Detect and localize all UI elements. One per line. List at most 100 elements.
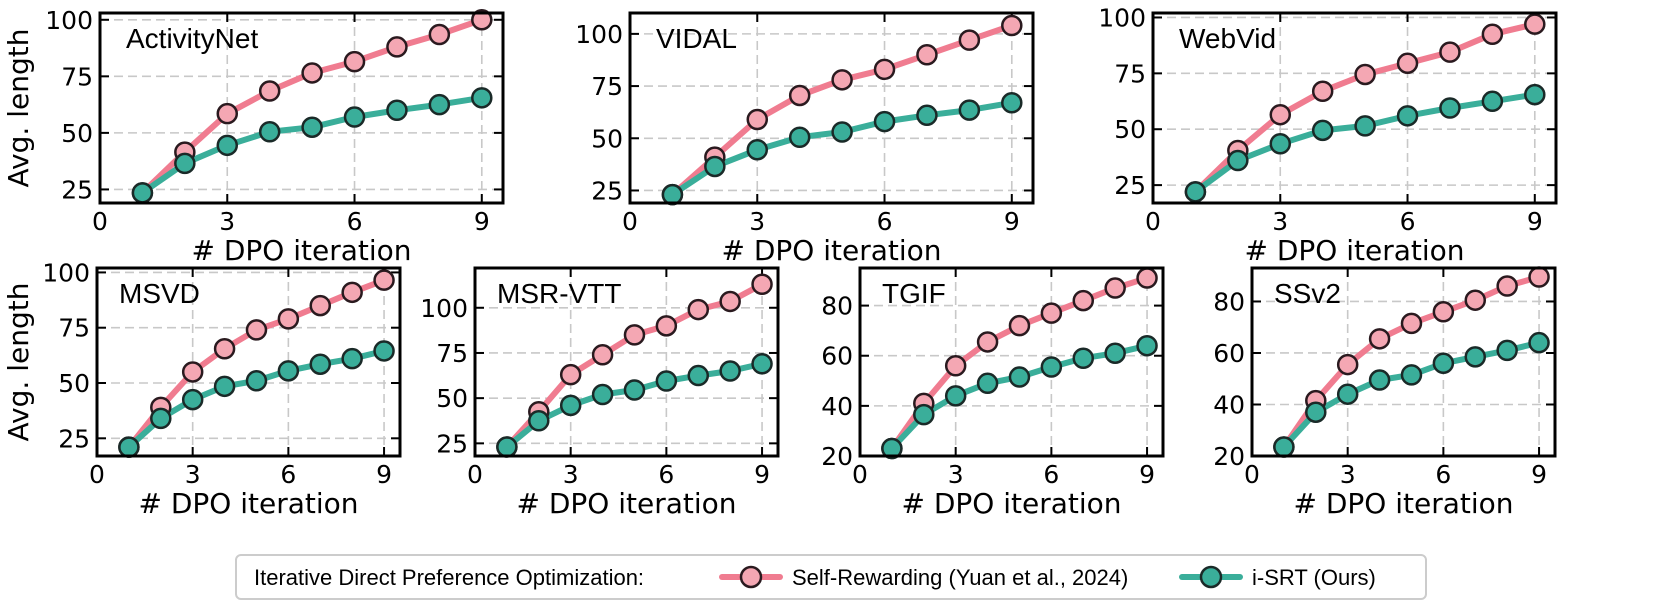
- panel-title: TGIF: [882, 278, 946, 309]
- data-point-self-rewarding: [213, 337, 236, 360]
- data-point-self-rewarding: [1368, 328, 1391, 350]
- panel-title: MSVD: [119, 278, 200, 309]
- data-point-isrt: [788, 126, 811, 148]
- panel-activitynet: 0 3 6 9 25 50 75 100 ActivityNet # DPO iteration A…: [2, 6, 505, 267]
- data-point-isrt: [1396, 105, 1419, 127]
- data-point-self-rewarding: [428, 23, 451, 46]
- data-point-self-rewarding: [309, 294, 332, 317]
- x-tick-label: 6: [658, 460, 674, 489]
- data-point-isrt: [1336, 383, 1359, 405]
- data-point-self-rewarding: [788, 84, 811, 107]
- data-point-isrt: [976, 372, 999, 395]
- data-point-isrt: [213, 375, 236, 398]
- data-point-isrt: [174, 152, 196, 175]
- data-point-self-rewarding: [1439, 41, 1461, 63]
- x-tick-label: 0: [852, 460, 868, 489]
- data-point-isrt: [1496, 339, 1518, 362]
- data-point-self-rewarding: [1481, 23, 1504, 45]
- data-point-self-rewarding: [258, 80, 281, 102]
- legend-prefix: Iterative Direct Preference Optimization…: [254, 565, 644, 590]
- x-tick-label: 6: [877, 207, 893, 236]
- data-point-isrt: [591, 383, 614, 406]
- y-tick-label: 40: [821, 392, 853, 421]
- x-tick-label: 3: [563, 460, 579, 489]
- panel-msvd: 0 3 6 9 25 50 75 100 MSVD # DPO iteration Avg. len…: [2, 258, 402, 520]
- plot-frame: [858, 266, 1165, 458]
- legend-label-self-rewarding: Self-Rewarding (Yuan et al., 2024): [792, 565, 1128, 590]
- panel-title: MSR-VTT: [497, 278, 621, 309]
- y-tick-label: 50: [436, 384, 468, 413]
- x-tick-label: 0: [622, 207, 638, 236]
- data-point-isrt: [751, 353, 773, 375]
- data-point-self-rewarding: [873, 58, 896, 81]
- data-point-self-rewarding: [301, 62, 323, 84]
- legend-marker-isrt: [1199, 565, 1223, 589]
- y-tick-label: 100: [45, 6, 93, 35]
- x-axis-label: # DPO iteration: [1244, 234, 1464, 267]
- data-point-self-rewarding: [958, 29, 981, 51]
- x-tick-label: 0: [1244, 460, 1260, 489]
- data-point-isrt: [623, 379, 646, 401]
- y-tick-label: 75: [61, 62, 93, 91]
- data-point-isrt: [343, 106, 366, 128]
- legend-frame: [235, 554, 1427, 600]
- y-tick-label: 25: [61, 175, 93, 204]
- panel-title: ActivityNet: [126, 23, 258, 54]
- data-point-self-rewarding: [1464, 289, 1487, 311]
- data-point-self-rewarding: [751, 273, 773, 296]
- y-tick-label: 75: [58, 314, 90, 343]
- data-point-isrt: [118, 436, 140, 458]
- data-point-isrt: [1311, 119, 1334, 142]
- data-point-isrt: [1524, 83, 1546, 106]
- data-point-self-rewarding: [1311, 80, 1334, 102]
- data-point-self-rewarding: [1528, 266, 1550, 288]
- data-point-isrt: [1104, 342, 1126, 364]
- data-point-self-rewarding: [1396, 52, 1419, 75]
- data-point-self-rewarding: [623, 324, 646, 346]
- y-tick-label: 25: [436, 429, 468, 458]
- data-point-isrt: [559, 394, 582, 417]
- data-point-isrt: [1528, 331, 1550, 354]
- x-tick-label: 3: [1340, 460, 1356, 489]
- data-point-self-rewarding: [976, 331, 999, 353]
- x-tick-label: 3: [749, 207, 765, 236]
- data-point-isrt: [1269, 133, 1292, 155]
- legend: Iterative Direct Preference Optimization…: [235, 554, 1427, 600]
- data-point-self-rewarding: [245, 319, 268, 341]
- x-tick-label: 6: [280, 460, 296, 489]
- y-tick-label: 100: [420, 294, 468, 323]
- data-point-isrt: [1481, 90, 1504, 113]
- data-point-self-rewarding: [719, 290, 741, 313]
- x-axis-label: # DPO iteration: [901, 487, 1121, 520]
- y-tick-label: 20: [1213, 442, 1245, 471]
- legend-label-isrt: i-SRT (Ours): [1252, 565, 1376, 590]
- x-tick-label: 9: [1527, 207, 1543, 236]
- x-tick-label: 9: [754, 460, 770, 489]
- x-axis-label: # DPO iteration: [1293, 487, 1513, 520]
- data-point-self-rewarding: [1496, 275, 1518, 297]
- data-point-self-rewarding: [341, 281, 363, 304]
- panel-tgif: 0 3 6 9 20 40 60 80 TGIF # DPO iteration: [821, 266, 1165, 520]
- x-tick-label: 9: [1139, 460, 1155, 489]
- data-point-self-rewarding: [687, 298, 710, 321]
- data-point-self-rewarding: [1354, 63, 1376, 86]
- data-point-isrt: [1305, 401, 1327, 423]
- x-axis-label: # DPO iteration: [191, 234, 411, 267]
- data-point-isrt: [1273, 436, 1295, 458]
- y-tick-label: 75: [436, 339, 468, 368]
- data-point-self-rewarding: [1104, 277, 1126, 299]
- x-tick-label: 6: [1400, 207, 1416, 236]
- legend-marker-self-rewarding: [739, 565, 763, 589]
- x-tick-label: 3: [185, 460, 201, 489]
- data-point-isrt: [655, 370, 678, 392]
- data-point-self-rewarding: [277, 308, 300, 330]
- y-tick-label: 100: [1098, 3, 1146, 32]
- data-point-isrt: [916, 104, 938, 127]
- data-point-isrt: [1136, 334, 1158, 357]
- chart-panels: 0 3 6 9 25 50 75 100 ActivityNet # DPO iteration A…: [2, 3, 1558, 520]
- y-tick-label: 50: [591, 124, 623, 153]
- data-point-isrt: [245, 370, 268, 392]
- panel-webvid: 0 3 6 9 25 50 75 100 WebVid # DPO iteration: [1098, 3, 1558, 267]
- data-point-self-rewarding: [1336, 353, 1359, 376]
- data-point-isrt: [1001, 92, 1023, 114]
